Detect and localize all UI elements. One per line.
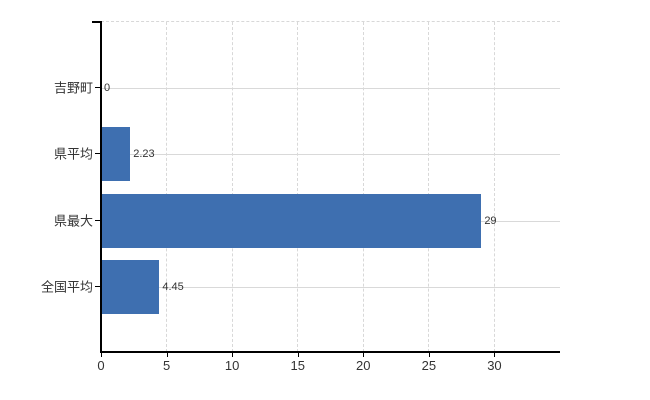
vertical-gridline (493, 22, 495, 352)
vertical-gridline (362, 22, 364, 352)
x-axis-tick (494, 352, 496, 357)
category-label: 県平均 (53, 146, 93, 162)
horizontal-gridline (101, 88, 560, 90)
x-axis-tick-label: 25 (421, 358, 437, 373)
x-axis-line (100, 351, 560, 353)
x-axis-tick-label: 20 (356, 358, 371, 373)
vertical-gridline (428, 22, 430, 352)
bar-value-label: 2.23 (133, 148, 155, 161)
y-axis-line (100, 21, 102, 352)
x-axis-tick (232, 352, 234, 357)
bar-value-label: 4.45 (162, 280, 184, 293)
bar (101, 259, 160, 314)
x-axis-tick (166, 352, 168, 357)
y-axis-tick (95, 87, 101, 89)
x-axis-tick (101, 352, 102, 357)
x-axis-tick-label: 10 (224, 358, 240, 373)
y-axis-tick (95, 219, 101, 221)
x-axis-tick-label: 0 (97, 358, 105, 373)
y-axis-tick (95, 153, 101, 155)
plot-area: 0 2.23 29 4.45 (101, 21, 560, 352)
x-axis-tick-label: 5 (162, 358, 171, 373)
x-axis-tick (363, 352, 365, 357)
horizontal-gridline (101, 154, 560, 156)
y-axis-end-tick (92, 21, 101, 23)
category-label: 吉野町 (53, 80, 93, 96)
category-label: 全国平均 (40, 279, 93, 295)
bar-value-label: 29 (484, 214, 497, 227)
category-label: 県最大 (53, 213, 93, 229)
bar (101, 127, 131, 182)
x-axis-tick-label: 15 (290, 358, 305, 373)
vertical-gridline (231, 22, 233, 352)
x-axis-tick (428, 352, 430, 357)
y-axis-tick (95, 285, 101, 287)
vertical-gridline (166, 22, 168, 352)
bar (101, 193, 482, 248)
horizontal-gridline (101, 286, 560, 288)
x-axis-tick-label: 30 (487, 358, 502, 373)
bar-value-label: 0 (104, 82, 111, 95)
vertical-gridline (297, 22, 299, 352)
x-axis-tick (297, 352, 299, 357)
